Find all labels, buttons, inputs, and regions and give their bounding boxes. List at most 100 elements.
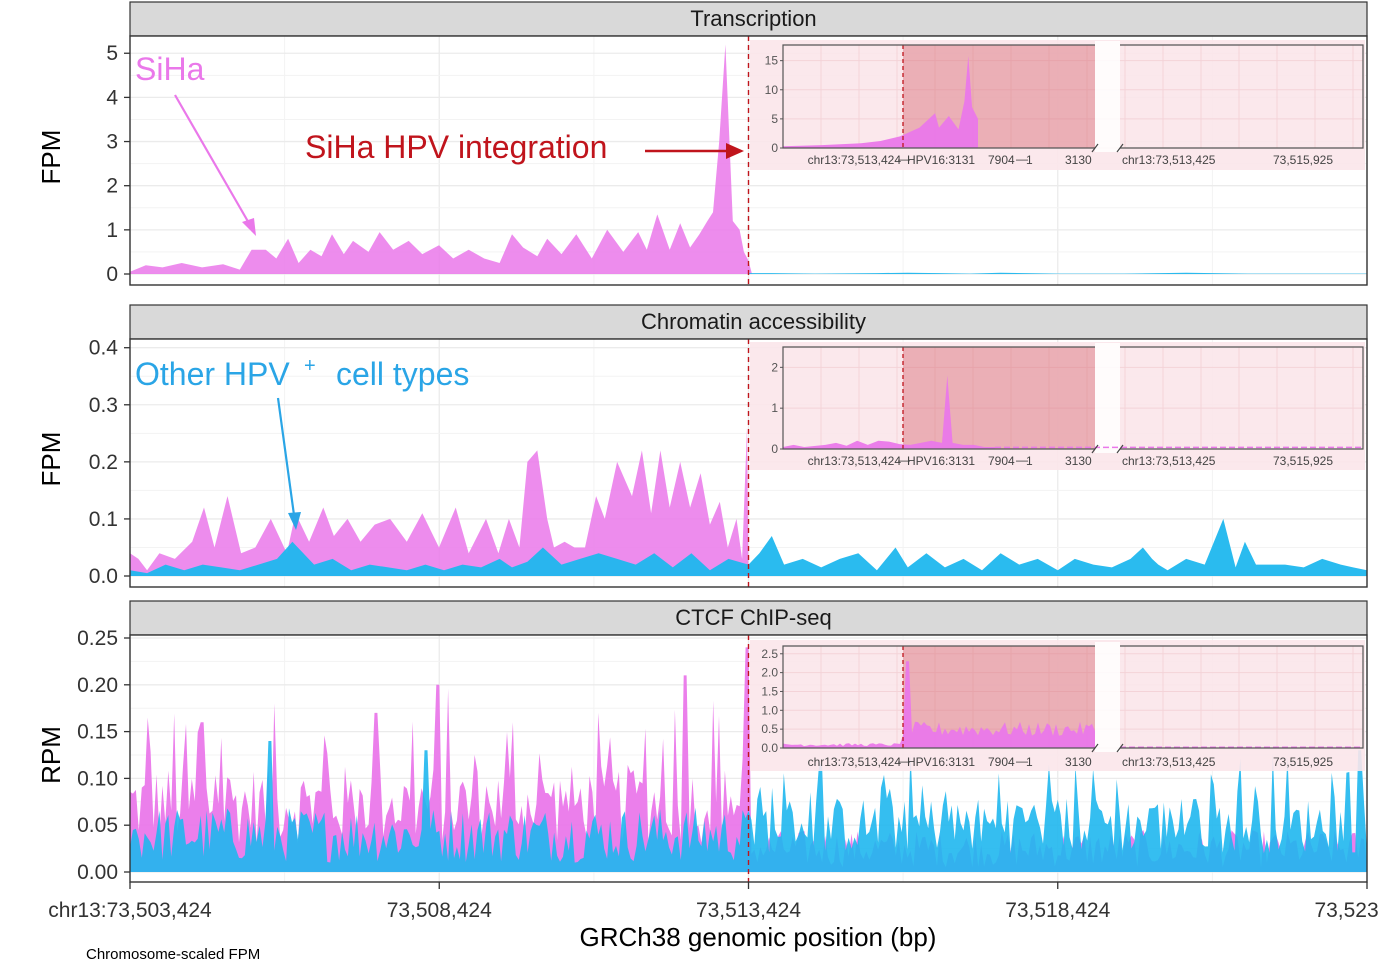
inset-siha-area bbox=[783, 661, 1095, 748]
axis-break bbox=[1095, 343, 1120, 453]
area-siha bbox=[130, 427, 749, 576]
ytick-label: 0.2 bbox=[89, 451, 118, 474]
inset-ytick-label: 0.5 bbox=[761, 722, 778, 736]
inset-ctcf: 0.00.51.01.52.02.5chr13:73,513,424—HPV16… bbox=[750, 640, 1365, 771]
break-mark bbox=[1116, 444, 1124, 454]
inset-ytick-label: 0.0 bbox=[761, 741, 778, 755]
panel-chromatin: Chromatin accessibility 0 1 2 chr13:73,513,4… bbox=[36, 304, 1368, 588]
annotation-other-tail: cell types bbox=[336, 356, 469, 392]
inset-x-label: 1 bbox=[1026, 755, 1033, 769]
inset-x-label: 3130 bbox=[1065, 755, 1092, 769]
inset-ytick-label: 2.5 bbox=[761, 647, 778, 661]
x-axis: chr13:73,503,424 73,508,424 73,513,424 73,5… bbox=[48, 882, 1378, 922]
inset-x-label: 1 bbox=[1026, 454, 1033, 468]
inset-ytick-label: 0 bbox=[771, 442, 778, 456]
hpv-band bbox=[903, 646, 1095, 748]
inset-x-label: chr13:73,513,425 bbox=[1122, 153, 1216, 167]
panel-border bbox=[129, 35, 1368, 286]
arrowhead-icon bbox=[726, 143, 744, 159]
ytick-label: 0.25 bbox=[77, 627, 118, 650]
inset-x-label: 1 bbox=[1026, 153, 1033, 167]
inset-x-label: 73,515,925 bbox=[1273, 153, 1333, 167]
inset-ytick-label: 15 bbox=[765, 54, 779, 68]
ytick-label: 5 bbox=[106, 42, 118, 65]
ytick-label: 1 bbox=[106, 219, 118, 242]
panel-title-chromatin: Chromatin accessibility bbox=[641, 309, 866, 334]
ytick-label: 0.4 bbox=[89, 337, 119, 360]
inset-x-label: 73,515,925 bbox=[1273, 755, 1333, 769]
annotation-other-sup: + bbox=[304, 355, 316, 377]
inset-ytick-label: 1.0 bbox=[761, 703, 778, 717]
series-group bbox=[130, 427, 1367, 576]
inset-frame bbox=[1120, 44, 1364, 149]
axis-break bbox=[1095, 41, 1120, 152]
area-siha bbox=[130, 647, 1367, 872]
axis-break bbox=[1095, 642, 1120, 752]
ytick-label: 4 bbox=[106, 86, 118, 109]
ytick-label: 0.0 bbox=[89, 565, 118, 588]
strip-ctcf bbox=[129, 600, 1368, 636]
area-other bbox=[748, 272, 1367, 274]
inset-x-sep: — bbox=[898, 453, 910, 467]
xtick-label: chr13:73,503,424 bbox=[48, 899, 212, 922]
annotation-other-arrow bbox=[276, 397, 296, 516]
inset-ytick-label: 1.5 bbox=[761, 684, 778, 698]
inset-x-label: chr13:73,513,424 bbox=[808, 454, 902, 468]
annotation-siha: SiHa bbox=[135, 51, 205, 87]
area-siha bbox=[130, 44, 752, 275]
ytick-label: 0.10 bbox=[77, 767, 118, 790]
ytick-label: 0.1 bbox=[89, 508, 118, 531]
inset-x-sep: — bbox=[1016, 453, 1028, 467]
hpv-band bbox=[903, 347, 1095, 449]
inset-background bbox=[750, 640, 1365, 771]
ytick-label: 0 bbox=[106, 263, 118, 286]
inset-x-label: chr13:73,513,425 bbox=[1122, 454, 1216, 468]
inset-x-sep: — bbox=[1016, 754, 1028, 768]
inset-x-label: chr13:73,513,424 bbox=[808, 153, 902, 167]
break-mark bbox=[1091, 444, 1099, 454]
inset-ytick-label: 2 bbox=[771, 360, 778, 374]
annotation-integration: SiHa HPV integration bbox=[305, 129, 607, 165]
inset-ytick-label: 2.0 bbox=[761, 666, 778, 680]
inset-x-label: 7904 bbox=[988, 755, 1015, 769]
inset-x-label: 73,515,925 bbox=[1273, 454, 1333, 468]
break-mark bbox=[1116, 143, 1124, 153]
y-axis-label: FPM bbox=[36, 130, 66, 185]
area-other bbox=[130, 518, 1367, 576]
inset-frame bbox=[1120, 346, 1364, 450]
inset-ytick-label: 5 bbox=[771, 112, 778, 126]
ytick-label: 0.20 bbox=[77, 674, 118, 697]
inset-x-sep: — bbox=[1016, 152, 1028, 166]
area-other bbox=[130, 741, 1367, 872]
arrowhead-icon bbox=[288, 512, 301, 530]
series-group bbox=[130, 44, 1367, 275]
inset-x-label: chr13:73,513,425 bbox=[1122, 755, 1216, 769]
ytick-label: 3 bbox=[106, 131, 118, 154]
annotation-other: Other HPV bbox=[135, 356, 290, 392]
inset-x-sep: — bbox=[898, 754, 910, 768]
inset-x-label: HPV16:3131 bbox=[907, 454, 975, 468]
ytick-label: 0.3 bbox=[89, 394, 118, 417]
panel-border bbox=[129, 338, 1368, 588]
inset-frame bbox=[1120, 645, 1364, 749]
ytick-label: 2 bbox=[106, 175, 118, 198]
panel-title-ctcf: CTCF ChIP-seq bbox=[675, 605, 831, 630]
strip-transcription bbox=[129, 1, 1368, 37]
inset-x-label: HPV16:3131 bbox=[907, 755, 975, 769]
inset-x-label: 7904 bbox=[988, 454, 1015, 468]
ytick-label: 0.00 bbox=[77, 861, 118, 884]
x-axis-label: GRCh38 genomic position (bp) bbox=[580, 922, 937, 952]
arrowhead-icon bbox=[242, 218, 256, 236]
annotation-siha-arrow bbox=[174, 94, 251, 226]
inset-x-label: chr13:73,513,424 bbox=[808, 755, 902, 769]
panel-transcription: Transcription051015chr13:73,513,424—HPV1… bbox=[36, 1, 1368, 286]
ytick-label: 0.15 bbox=[77, 721, 118, 744]
xtick-label: 73,508,424 bbox=[387, 899, 492, 922]
y-axis-label: RPM bbox=[36, 726, 66, 784]
ytick-label: 0.05 bbox=[77, 814, 118, 837]
inset-x-sep: — bbox=[898, 152, 910, 166]
inset-frame bbox=[782, 44, 1095, 149]
